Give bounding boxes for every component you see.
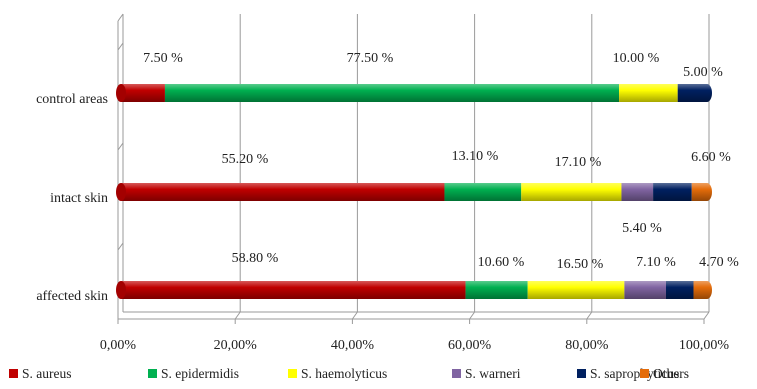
category-labels: control areas intact skin affected skin — [36, 92, 108, 304]
bar-segment-intact-skin-s-saprophyticus — [653, 183, 692, 201]
legend: S. aureus S. epidermidis S. haemolyticus S.… — [9, 366, 689, 381]
chart-walls — [117, 13, 709, 320]
data-label-affected-skin-s-epidermidis: 10.60 % — [478, 255, 525, 270]
bar-segment-control-areas-s-aureus — [121, 84, 165, 102]
bar-segment-affected-skin-s-epidermidis — [465, 281, 528, 299]
data-label-intact-skin-s-epidermidis: 13.10 % — [452, 149, 499, 164]
legend-swatch-s-aureus — [9, 369, 18, 378]
bar-end-cap-intact-skin — [702, 183, 712, 201]
legend-swatch-s-haemolyticus — [288, 369, 297, 378]
legend-label-others: Others — [653, 366, 689, 381]
x-tick-label-2: 40,00% — [331, 338, 375, 353]
data-label-affected-skin-s-warneri: 7.10 % — [636, 255, 676, 270]
bar-start-cap-intact-skin — [116, 183, 126, 201]
legend-label-s-haemolyticus: S. haemolyticus — [301, 366, 387, 381]
gridlines — [117, 14, 710, 324]
x-tick-label-4: 80,00% — [565, 338, 609, 353]
bar-segment-intact-skin-s-aureus — [121, 183, 445, 201]
data-label-control-areas-s-haemolyticus: 10.00 % — [613, 51, 660, 66]
bar-start-cap-control-areas — [116, 84, 126, 102]
bar-segment-control-areas-s-epidermidis — [164, 84, 620, 102]
bar-segment-control-areas-s-haemolyticus — [619, 84, 678, 102]
legend-label-s-aureus: S. aureus — [22, 366, 72, 381]
x-tick-label-1: 20,00% — [214, 338, 258, 353]
data-label-control-areas-s-saprophyticus: 5.00 % — [683, 65, 723, 80]
row-separator-0 — [117, 42, 124, 51]
bar-segment-intact-skin-s-warneri — [621, 183, 654, 201]
bar-segment-affected-skin-s-saprophyticus — [665, 281, 694, 299]
data-label-affected-skin-s-saprophyticus: 4.70 % — [699, 255, 739, 270]
bar-segment-affected-skin-s-aureus — [121, 281, 466, 299]
data-label-affected-skin-s-haemolyticus: 16.50 % — [557, 257, 604, 272]
data-label-intact-skin-s-aureus: 55.20 % — [222, 152, 269, 167]
row-separator-1 — [117, 142, 124, 151]
data-labels: 7.50 % 77.50 % 10.00 % 5.00 % 55.20 % 13.10 %… — [143, 51, 739, 272]
floor-gridline-5 — [703, 311, 710, 320]
bar-segment-affected-skin-s-haemolyticus — [527, 281, 625, 299]
category-label-affected-skin: affected skin — [36, 289, 108, 304]
floor-gridline-1 — [234, 311, 241, 320]
floor-gridline-4 — [586, 311, 593, 320]
row-separator-2 — [117, 242, 124, 251]
x-tick-label-0: 0,00% — [100, 338, 137, 353]
data-label-affected-skin-s-aureus: 58.80 % — [232, 251, 279, 266]
floor-gridline-2 — [351, 311, 358, 320]
data-label-control-areas-s-epidermidis: 77.50 % — [347, 51, 394, 66]
bar-segment-control-areas-s-saprophyticus — [677, 84, 707, 102]
legend-label-s-warneri: S. warneri — [465, 366, 521, 381]
bar-segment-intact-skin-s-haemolyticus — [521, 183, 622, 201]
legend-swatch-s-saprophyticus — [577, 369, 586, 378]
category-label-control-areas: control areas — [36, 92, 108, 107]
bar-segment-intact-skin-s-epidermidis — [444, 183, 522, 201]
x-tick-label-3: 60,00% — [448, 338, 492, 353]
data-label-intact-skin-s-warneri: 5.40 % — [622, 221, 662, 236]
floor-gridline-3 — [469, 311, 476, 320]
bar-segments — [116, 84, 712, 299]
bar-end-cap-affected-skin — [702, 281, 712, 299]
category-label-intact-skin: intact skin — [50, 191, 108, 206]
data-label-intact-skin-s-haemolyticus: 17.10 % — [555, 155, 602, 170]
legend-swatch-others — [640, 369, 649, 378]
bar-end-cap-control-areas — [702, 84, 712, 102]
x-axis-tick-labels: 0,00% 20,00% 40,00% 60,00% 80,00% 100,00% — [100, 338, 730, 353]
bar-segment-affected-skin-s-warneri — [624, 281, 666, 299]
data-label-control-areas-s-aureus: 7.50 % — [143, 51, 183, 66]
legend-swatch-s-epidermidis — [148, 369, 157, 378]
x-tick-label-5: 100,00% — [679, 338, 730, 353]
side-wall-top — [117, 13, 124, 22]
legend-swatch-s-warneri — [452, 369, 461, 378]
bar-start-cap-affected-skin — [116, 281, 126, 299]
legend-label-s-saprophyticus: S. saprophyticus — [590, 366, 679, 381]
data-label-intact-skin-s-saprophyticus: 6.60 % — [691, 150, 731, 165]
legend-label-s-epidermidis: S. epidermidis — [161, 366, 239, 381]
